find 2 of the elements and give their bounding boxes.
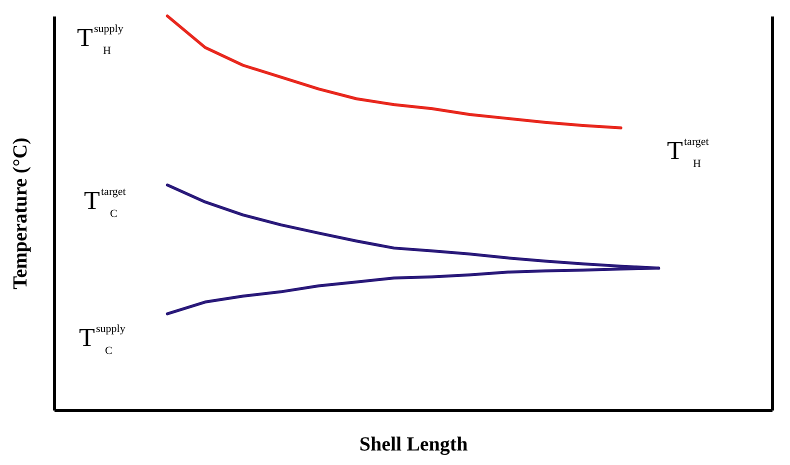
x-axis-title: Shell Length — [359, 434, 468, 456]
y-axis-title: Temperature (°C) — [10, 138, 32, 290]
